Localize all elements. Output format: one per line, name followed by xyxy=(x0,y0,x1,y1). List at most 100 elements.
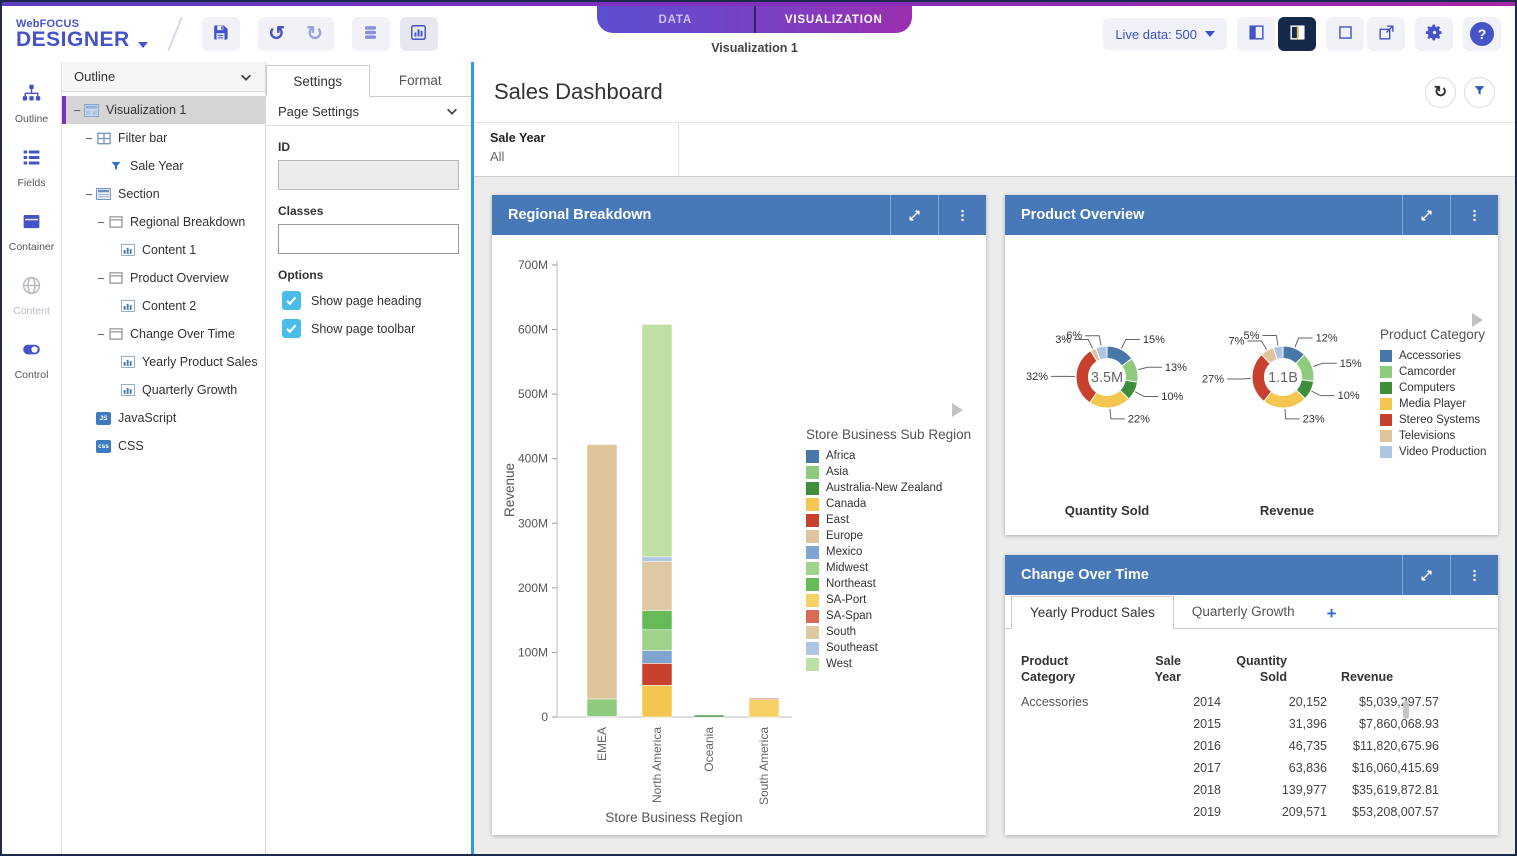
tab-settings[interactable]: Settings xyxy=(266,65,370,97)
bar-segment[interactable] xyxy=(586,698,618,717)
collapse-toggle-icon[interactable]: − xyxy=(85,130,93,146)
panel-menu-button[interactable] xyxy=(1450,555,1498,595)
legend-item[interactable]: Televisions xyxy=(1380,428,1486,444)
legend-item[interactable]: SA-Port xyxy=(806,592,971,608)
legend-item[interactable]: East xyxy=(806,512,971,528)
outline-tree-item[interactable]: − Regional Breakdown xyxy=(62,208,265,236)
legend-item[interactable]: Computers xyxy=(1380,380,1486,396)
carousel-next-icon[interactable] xyxy=(952,403,963,417)
page-filter-button[interactable] xyxy=(1464,76,1495,108)
outline-tree-item[interactable]: Quarterly Growth xyxy=(62,376,265,404)
checkbox-checked[interactable] xyxy=(282,291,301,310)
bar-segment[interactable] xyxy=(693,714,725,718)
split-right-button[interactable] xyxy=(1278,17,1316,51)
table-row[interactable]: 2019 209,571 $53,208,007.57 xyxy=(1021,801,1439,823)
outline-panel-header[interactable]: Outline xyxy=(62,62,265,92)
tab-data[interactable]: DATA xyxy=(658,13,692,26)
bar-segment[interactable] xyxy=(641,663,673,686)
table-row[interactable]: 2016 46,735 $11,820,675.96 xyxy=(1021,735,1439,757)
sidebar-item-content[interactable]: Content xyxy=(2,268,61,324)
outline-tree-item[interactable]: Yearly Product Sales xyxy=(62,348,265,376)
sidebar-item-outline[interactable]: Outline xyxy=(2,76,61,132)
legend-item[interactable]: Stereo Systems xyxy=(1380,412,1486,428)
table-row[interactable]: Accessories 2014 20,152 $5,039,297.57 xyxy=(1021,691,1439,713)
help-button[interactable]: ? xyxy=(1463,17,1501,51)
collapse-toggle-icon[interactable]: − xyxy=(97,270,105,286)
legend-item[interactable]: Video Production xyxy=(1380,444,1486,460)
bar-segment[interactable] xyxy=(641,650,673,664)
bar-segment[interactable] xyxy=(748,699,780,718)
legend-item[interactable]: Camcorder xyxy=(1380,364,1486,380)
outline-tree-item[interactable]: − Product Overview xyxy=(62,264,265,292)
outline-tree-item[interactable]: − Visualization 1 xyxy=(62,96,265,124)
legend-item[interactable]: Media Player xyxy=(1380,396,1486,412)
outline-tree-item[interactable]: css CSS xyxy=(62,432,265,460)
refresh-button[interactable]: ↻ xyxy=(1425,76,1456,108)
collapse-toggle-icon[interactable]: − xyxy=(97,214,105,230)
sidebar-item-control[interactable]: Control xyxy=(2,332,61,388)
legend-item[interactable]: Australia-New Zealand xyxy=(806,480,971,496)
expand-button[interactable] xyxy=(1402,195,1450,235)
legend-item[interactable]: West xyxy=(806,656,971,672)
outline-tree-item[interactable]: Content 2 xyxy=(62,292,265,320)
legend-item[interactable]: Africa xyxy=(806,448,971,464)
legend-item[interactable]: Asia xyxy=(806,464,971,480)
single-window-button[interactable] xyxy=(1326,17,1364,51)
tab-format[interactable]: Format xyxy=(398,73,442,88)
outline-tree-item[interactable]: Content 1 xyxy=(62,236,265,264)
undo-button[interactable]: ↺ xyxy=(258,17,296,51)
chart-button[interactable] xyxy=(399,17,438,51)
outline-tree-item[interactable]: − Filter bar xyxy=(62,124,265,152)
sale-year-filter[interactable]: Sale Year All xyxy=(474,123,679,176)
data-source-button[interactable] xyxy=(351,17,390,51)
panel-menu-button[interactable] xyxy=(1450,195,1498,235)
collapse-toggle-icon[interactable]: − xyxy=(73,102,81,118)
panel-menu-button[interactable] xyxy=(938,195,986,235)
settings-gear-button[interactable] xyxy=(1415,17,1453,51)
tab-visualization[interactable]: VISUALIZATION xyxy=(784,13,883,26)
legend-item[interactable]: Midwest xyxy=(806,560,971,576)
collapse-toggle-icon[interactable]: − xyxy=(97,326,105,342)
sidebar-item-fields[interactable]: Fields xyxy=(2,140,61,196)
legend-item[interactable]: Mexico xyxy=(806,544,971,560)
bar-segment[interactable] xyxy=(586,444,618,700)
redo-button[interactable]: ↻ xyxy=(296,17,334,51)
legend-item[interactable]: Europe xyxy=(806,528,971,544)
carousel-next-icon[interactable] xyxy=(1472,313,1483,327)
bar-segment[interactable] xyxy=(641,561,673,611)
expand-button[interactable] xyxy=(890,195,938,235)
id-field[interactable] xyxy=(278,160,459,190)
outline-tree-item[interactable]: − Section xyxy=(62,180,265,208)
bar-segment[interactable] xyxy=(641,629,673,651)
legend-item[interactable]: SA-Span xyxy=(806,608,971,624)
donut-slice[interactable] xyxy=(1272,345,1284,361)
legend-item[interactable]: South xyxy=(806,624,971,640)
legend-item[interactable]: Northeast xyxy=(806,576,971,592)
outline-tree-item[interactable]: JS JavaScript xyxy=(62,404,265,432)
legend-item[interactable]: Southeast xyxy=(806,640,971,656)
donut-slice[interactable] xyxy=(1095,345,1108,361)
split-left-button[interactable] xyxy=(1237,17,1275,51)
page-settings-section-header[interactable]: Page Settings xyxy=(266,97,471,126)
classes-field[interactable] xyxy=(278,224,459,254)
bar-segment[interactable] xyxy=(748,698,780,700)
table-row[interactable]: 2015 31,396 $7,860,068.93 xyxy=(1021,713,1439,735)
bar-segment[interactable] xyxy=(641,610,673,631)
add-tab-button[interactable]: + xyxy=(1326,604,1337,623)
expand-button[interactable] xyxy=(1402,555,1450,595)
live-data-dropdown[interactable]: Live data: 500 xyxy=(1103,18,1227,50)
legend-item[interactable]: Accessories xyxy=(1380,348,1486,364)
table-row[interactable]: 2017 63,836 $16,060,415.69 xyxy=(1021,757,1439,779)
legend-item[interactable]: Canada xyxy=(806,496,971,512)
table-row[interactable]: 2018 139,977 $35,619,872.81 xyxy=(1021,779,1439,801)
brand-menu-caret-icon[interactable] xyxy=(137,42,148,48)
outline-tree-item[interactable]: Sale Year xyxy=(62,152,265,180)
collapse-toggle-icon[interactable]: − xyxy=(85,186,93,202)
tab-quarterly-growth[interactable]: Quarterly Growth xyxy=(1191,604,1295,619)
bar-segment[interactable] xyxy=(641,556,673,562)
sidebar-item-container[interactable]: Container xyxy=(2,204,61,260)
scrollbar-thumb[interactable] xyxy=(1403,701,1409,719)
bar-segment[interactable] xyxy=(641,685,673,718)
bar-segment[interactable] xyxy=(641,324,673,558)
save-button[interactable] xyxy=(201,17,240,51)
